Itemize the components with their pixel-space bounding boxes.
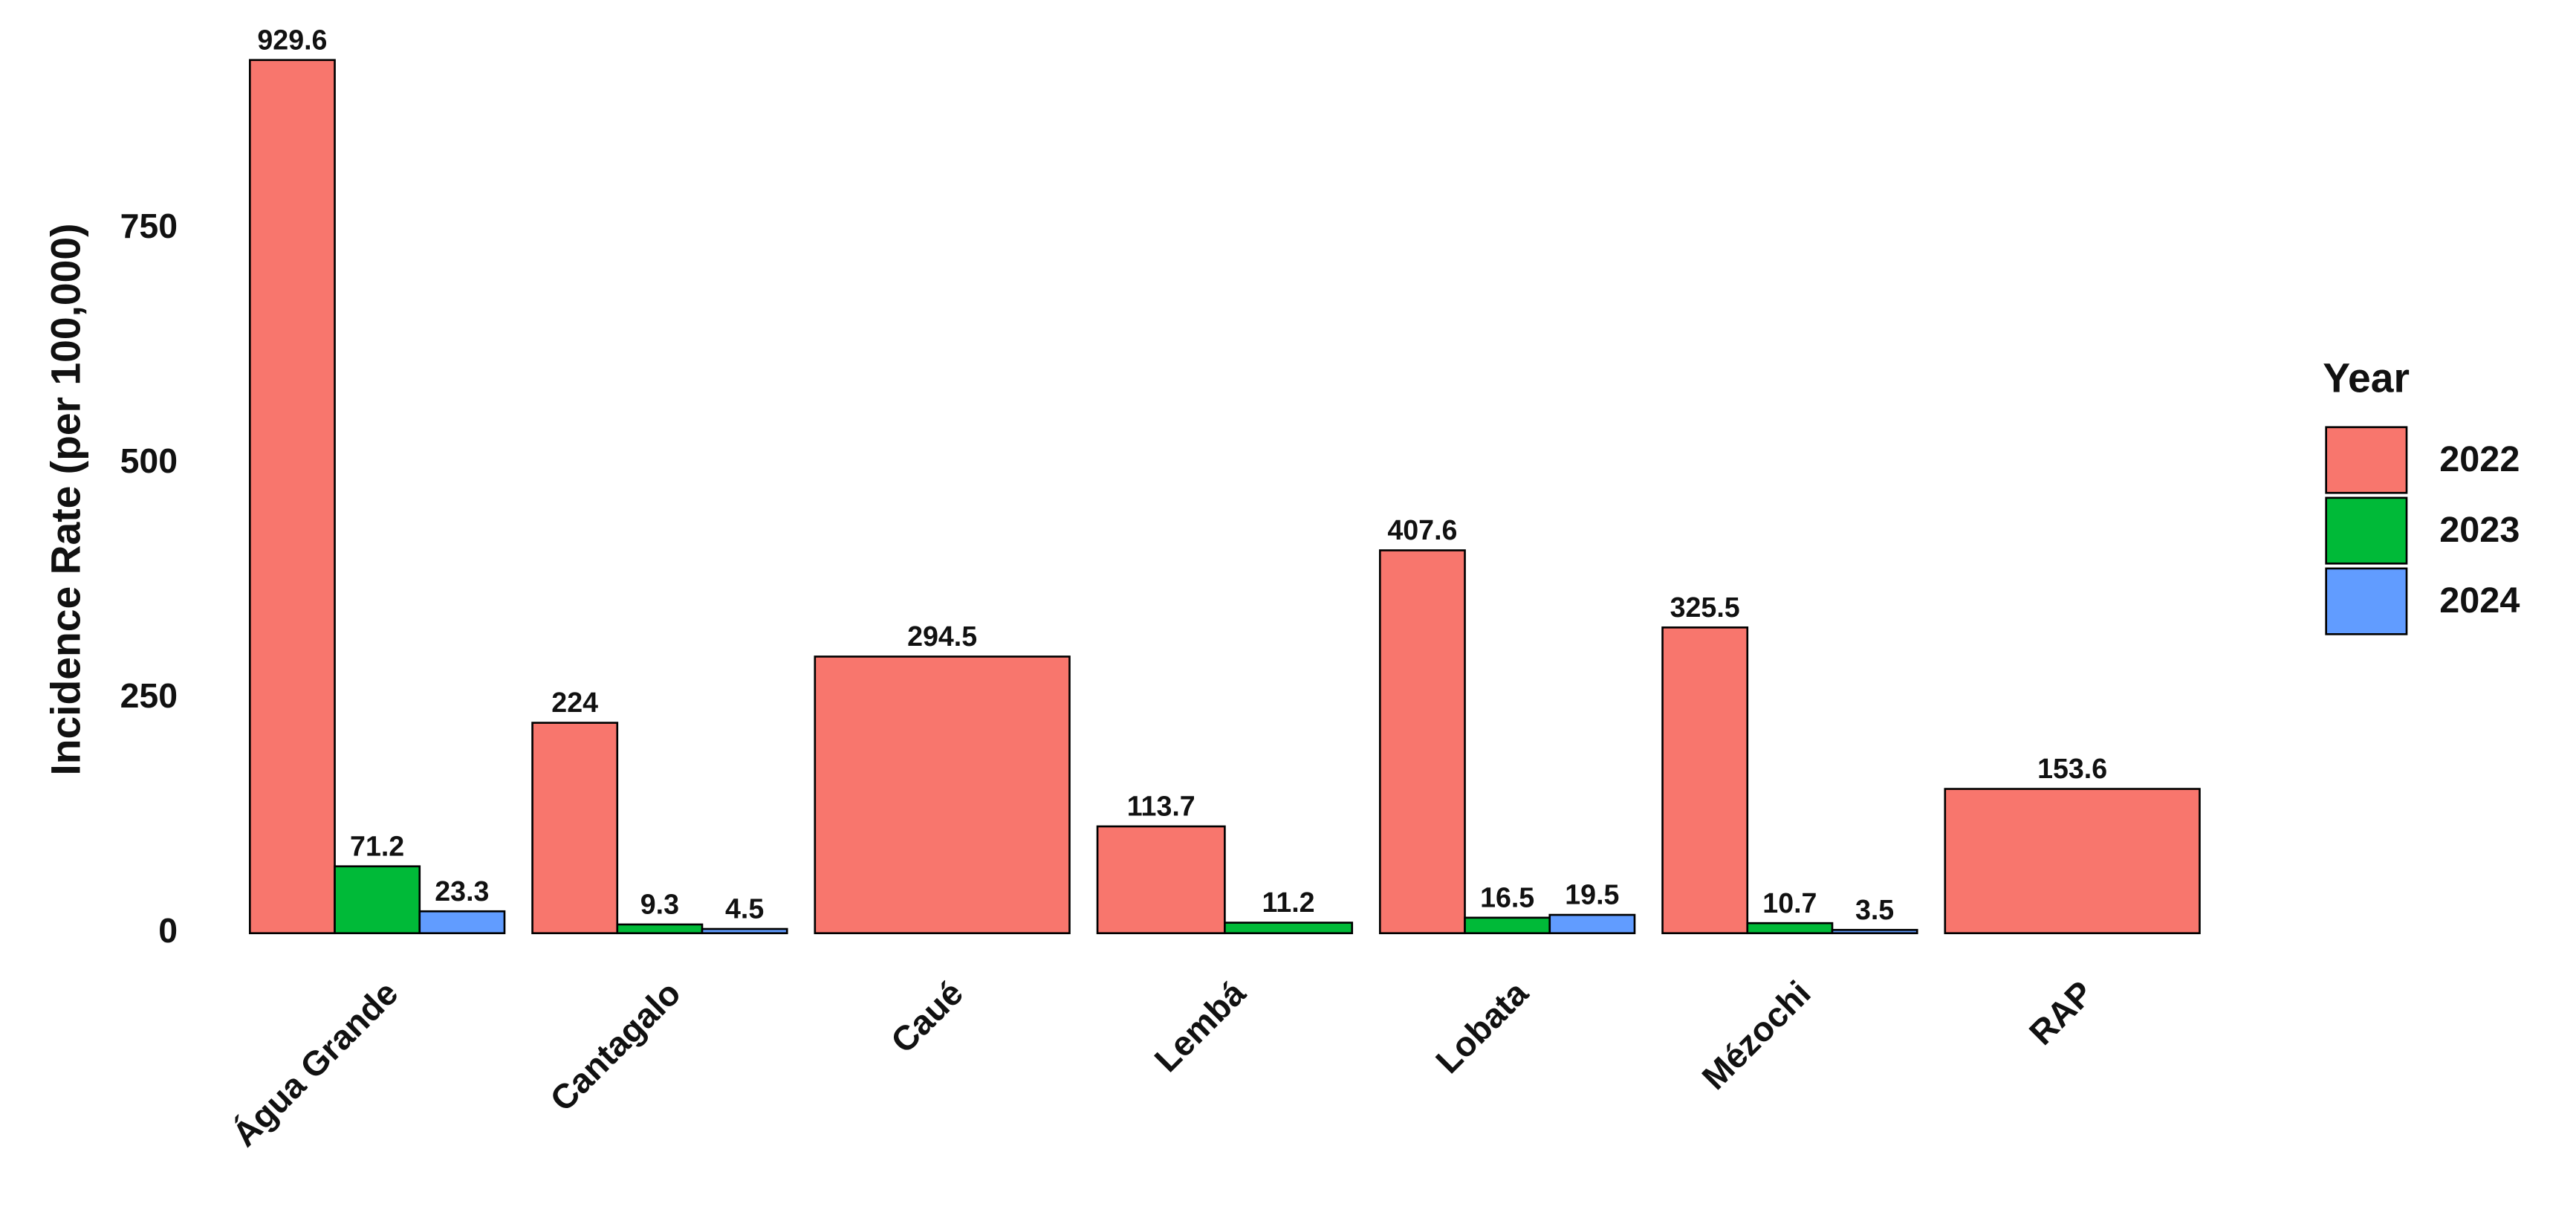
y-axis-title: Incidence Rate (per 100,000) [43,223,89,775]
value-label: 71.2 [350,830,404,861]
x-tick-label: RAP [2022,974,2100,1052]
y-tick-label: 750 [120,207,178,245]
value-label: 16.5 [1480,881,1534,913]
x-tick-label: Lembá [1147,974,1253,1080]
value-label: 407.6 [1387,514,1457,545]
bar [1224,922,1354,935]
bar [1831,928,1918,935]
legend-label: 2022 [2439,439,2520,479]
bar [1548,913,1636,935]
value-label: 3.5 [1855,894,1894,925]
value-label: 294.5 [907,621,977,652]
value-label: 224 [551,687,598,718]
value-label: 325.5 [1670,592,1740,623]
bar [1944,788,2201,935]
value-label: 929.6 [257,24,327,55]
x-tick-label: Cantagalo [542,974,687,1118]
legend-label: 2023 [2439,510,2520,550]
bar [248,59,336,935]
x-tick-label: Mézochi [1695,974,1818,1097]
bar [1464,916,1551,935]
y-tick-label: 0 [158,911,178,950]
value-label: 10.7 [1762,887,1817,919]
legend-swatch [2325,496,2408,565]
bar [334,865,421,935]
bar [616,923,704,935]
x-tick-label: Lobata [1428,973,1536,1081]
value-label: 9.3 [640,889,679,920]
bar [814,655,1071,935]
value-label: 4.5 [725,893,764,925]
legend-label: 2024 [2439,580,2520,621]
x-tick-label: Água Grande [225,974,406,1154]
bar [1746,922,1834,935]
bar [1096,825,1226,935]
value-label: 153.6 [2037,753,2107,784]
legend-swatch [2325,426,2408,494]
bar [1378,549,1466,935]
x-tick-label: Caué [883,974,970,1061]
legend-title: Year [2323,354,2410,401]
value-label: 113.7 [1127,791,1195,822]
y-tick-label: 250 [120,676,178,715]
legend-swatch [2325,567,2408,635]
bar [1661,626,1749,935]
bar [418,910,506,935]
bar [701,927,788,935]
bar [531,722,619,935]
value-label: 19.5 [1565,879,1619,910]
y-tick-label: 500 [120,441,178,480]
value-label: 23.3 [435,875,489,907]
value-label: 11.2 [1262,887,1315,918]
